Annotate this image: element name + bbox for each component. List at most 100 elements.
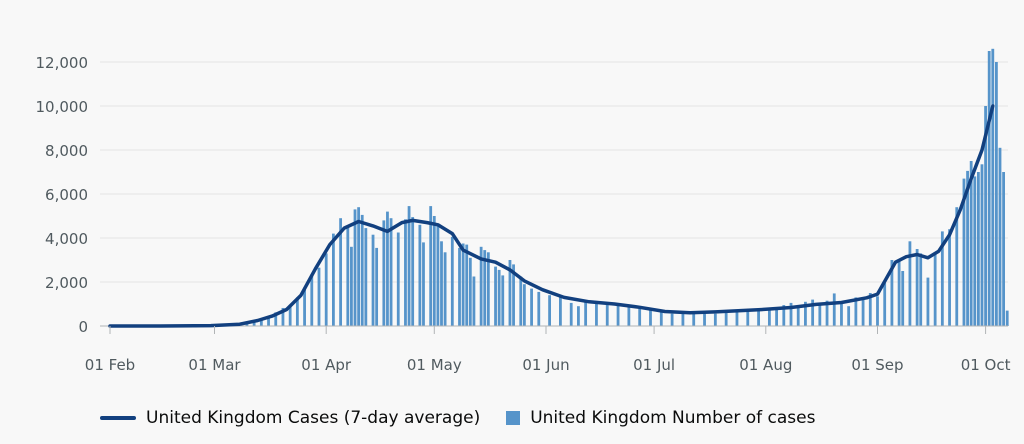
bar <box>735 311 739 326</box>
bar <box>422 242 425 326</box>
bar <box>396 232 400 326</box>
bar <box>252 320 256 326</box>
bar <box>659 311 663 326</box>
bar <box>818 304 822 326</box>
bar <box>649 310 652 326</box>
bar <box>281 307 285 326</box>
x-tick-label: 01 Aug <box>739 356 792 374</box>
bar <box>987 51 991 326</box>
bar <box>548 295 551 326</box>
bar <box>317 267 321 326</box>
bar <box>757 309 760 326</box>
bar <box>991 48 995 327</box>
bar <box>461 243 465 326</box>
average-line <box>108 104 995 328</box>
bar <box>746 310 750 326</box>
legend-item-average[interactable]: United Kingdom Cases (7-day average) <box>100 408 480 428</box>
y-tick-label: 12,000 <box>36 54 89 72</box>
bar <box>357 207 361 326</box>
bar <box>713 313 717 326</box>
bar <box>483 250 487 326</box>
bar <box>522 284 526 326</box>
bar <box>605 304 609 326</box>
bar <box>382 220 386 326</box>
x-tick-label: 01 May <box>407 356 462 374</box>
bar <box>418 224 422 326</box>
bar <box>883 283 887 326</box>
bar <box>436 224 440 326</box>
bar <box>458 247 461 326</box>
y-tick-label: 4,000 <box>45 230 88 248</box>
bar <box>537 291 541 326</box>
bar <box>386 211 389 326</box>
bar <box>876 296 879 326</box>
bar <box>940 231 944 326</box>
bar <box>789 302 793 326</box>
y-tick-label: 0 <box>78 318 88 336</box>
bar <box>782 305 786 326</box>
bar <box>465 244 469 326</box>
bar <box>432 216 436 326</box>
bar <box>443 252 447 326</box>
bar <box>948 229 951 326</box>
bar <box>681 312 685 326</box>
bar <box>259 318 263 326</box>
bar <box>775 309 778 326</box>
bar <box>767 307 771 326</box>
bar <box>976 172 980 326</box>
bar <box>295 297 299 326</box>
bar <box>994 62 998 326</box>
bar <box>407 206 411 326</box>
bar <box>440 241 443 326</box>
bar <box>915 249 919 326</box>
bar <box>350 246 353 326</box>
bar <box>616 304 620 326</box>
bar <box>811 299 815 326</box>
bar <box>638 307 642 326</box>
bar <box>497 269 501 326</box>
bar <box>670 313 674 326</box>
bar <box>584 300 588 326</box>
bar <box>1005 310 1009 326</box>
bar <box>933 252 937 326</box>
bar <box>908 241 912 326</box>
bar <box>627 306 631 326</box>
bar <box>926 277 930 326</box>
x-tick-label: 01 Jun <box>522 356 569 374</box>
bar <box>901 271 905 326</box>
bar <box>854 297 858 326</box>
y-tick-label: 10,000 <box>36 98 89 116</box>
legend-label-average: United Kingdom Cases (7-day average) <box>146 408 481 428</box>
bar <box>847 306 851 326</box>
bar <box>962 178 966 326</box>
bar <box>973 176 977 326</box>
y-tick-label: 8,000 <box>45 142 88 160</box>
bar <box>692 313 696 326</box>
legend-item-daily[interactable]: United Kingdom Number of cases <box>506 408 815 428</box>
bar <box>324 253 328 326</box>
bar <box>890 260 894 326</box>
y-tick-label: 2,000 <box>45 274 88 292</box>
x-tick-label: 01 Sep <box>851 356 903 374</box>
bar <box>955 207 959 326</box>
bar <box>569 302 573 326</box>
bar <box>984 106 987 326</box>
bar <box>450 236 454 326</box>
bar <box>267 316 270 326</box>
x-tick-label: 01 Jul <box>633 356 675 374</box>
bar <box>868 293 872 326</box>
bar <box>375 247 379 326</box>
bar <box>724 310 728 326</box>
bar <box>389 218 393 326</box>
x-tick-label: 01 Apr <box>301 356 352 374</box>
bar <box>577 306 580 326</box>
x-tick-label: 01 Oct <box>961 356 1011 374</box>
bar <box>479 246 483 326</box>
bar <box>559 297 562 326</box>
x-tick-label: 01 Feb <box>85 356 135 374</box>
legend-bar-swatch <box>506 411 521 425</box>
bar <box>919 253 923 326</box>
chart-svg: 0 2,000 4,000 6,000 8,000 10,000 12,000 01 Feb 0… <box>36 48 1011 374</box>
bar <box>530 288 533 326</box>
